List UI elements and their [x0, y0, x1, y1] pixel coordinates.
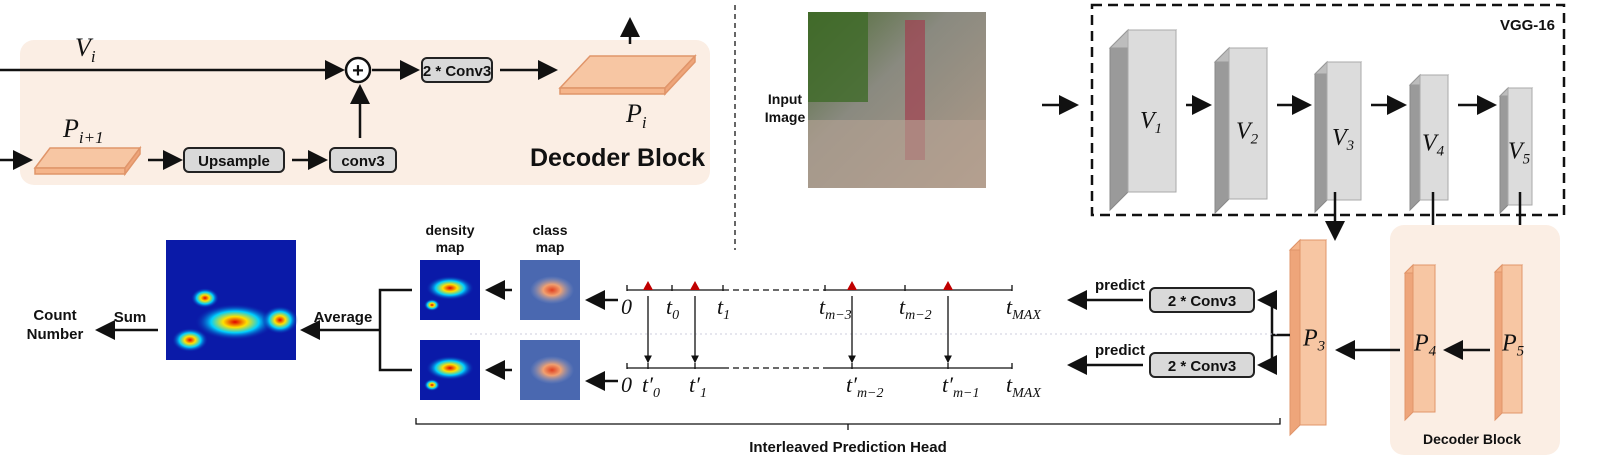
vgg-layer-1: V1 — [1108, 28, 1178, 212]
conv-box-bottom — [1149, 352, 1255, 378]
v-i-label: Vi — [75, 33, 96, 66]
decoder-block-detail: Vi + 2 * Conv3 Pi Pi+1 Upsample conv3 De… — [0, 17, 710, 185]
class-map-top — [520, 260, 580, 320]
upsample-box — [183, 147, 285, 173]
conv3-label: conv3 — [341, 153, 384, 170]
vgg-layer-4: V4 — [1408, 73, 1450, 212]
predict-label-top: predict — [1095, 277, 1145, 294]
vgg-layer-label: V5 — [1508, 139, 1531, 168]
tick-label: t′1 — [689, 372, 707, 401]
vgg-layer-label: V1 — [1140, 108, 1162, 137]
tick-label: 0 — [621, 372, 632, 397]
add-symbol: + — [352, 60, 364, 82]
feature-slab-p-i — [558, 54, 697, 96]
bin-marker — [943, 281, 953, 290]
density-map-label: density — [425, 222, 474, 238]
feature-label: P4 — [1413, 331, 1437, 360]
vgg-layer-label: V4 — [1422, 131, 1445, 160]
backbone: Input Image VGG-16 V1 V2 V3 V4 V5 — [765, 3, 1566, 217]
input-label: Input — [768, 91, 803, 107]
tick-label: t1 — [717, 294, 730, 323]
tick-label: tm−2 — [899, 294, 932, 323]
conv-box-top-label: 2 * Conv3 — [1168, 293, 1236, 310]
feature-label: P5 — [1501, 331, 1525, 360]
input-image — [808, 12, 986, 188]
vgg-layer-label: V3 — [1332, 125, 1354, 154]
conv-box-top — [1149, 287, 1255, 313]
conv-box — [421, 57, 493, 83]
decoder-feature-p5: P5 — [1493, 263, 1525, 422]
decoder-title: Decoder Block — [1423, 431, 1521, 447]
p-i1-label: Pi+1 — [62, 114, 104, 147]
vgg-layer-2: V2 — [1213, 46, 1269, 215]
class-map-label-2: map — [536, 239, 565, 255]
density-map-bottom — [420, 340, 480, 400]
output-density-map — [166, 240, 298, 360]
count-number-label: Count — [33, 307, 76, 324]
vgg-layer-3: V3 — [1313, 60, 1363, 214]
vgg-layer-label: V2 — [1236, 119, 1259, 148]
head-caption: Interleaved Prediction Head — [749, 439, 947, 456]
feature-slab-p-i1 — [33, 145, 142, 177]
head-brace — [415, 418, 1281, 430]
count-number-label-2: Number — [27, 326, 84, 343]
tick-label: t′m−1 — [942, 372, 980, 401]
decoder: P3 P4 P5 Decoder Block 2 * Conv3 2 * Conv3… — [1067, 192, 1560, 455]
density-map-label-2: map — [436, 239, 465, 255]
input-label-2: Image — [765, 109, 806, 125]
tick-label: 0 — [621, 294, 632, 319]
upsample-label: Upsample — [198, 153, 270, 170]
p-i-label: Pi — [625, 99, 647, 132]
conv-box-bottom-label: 2 * Conv3 — [1168, 358, 1236, 375]
average-label: Average — [314, 309, 373, 326]
decoder-detail-title: Decoder Block — [530, 144, 705, 172]
bin-marker — [643, 281, 653, 290]
tick-label: tMAX — [1006, 372, 1041, 401]
sum-label: Sum — [114, 309, 147, 326]
feature-label: P3 — [1302, 326, 1325, 355]
tick-label: tm−3 — [819, 294, 852, 323]
class-map-label: class — [532, 222, 567, 238]
bin-marker — [847, 281, 857, 290]
decoder-feature-p3: P3 — [1288, 238, 1328, 437]
decoder-feature-p4: P4 — [1403, 263, 1437, 422]
class-map-bottom — [520, 340, 580, 400]
add-icon — [344, 56, 372, 84]
bin-marker — [690, 281, 700, 290]
tick-label: t′0 — [642, 372, 660, 401]
tick-label: t0 — [666, 294, 679, 323]
predict-label-bottom: predict — [1095, 342, 1145, 359]
density-map-top — [420, 260, 480, 320]
conv-box-label: 2 * Conv3 — [423, 63, 491, 80]
vgg-box — [1090, 3, 1566, 217]
tick-label: tMAX — [1006, 294, 1041, 323]
prediction-head: 0 t0 t1 tm−3 tm−2 tMAX 0 t′0 t′1 t′m−2 t′m−1 tMAX c… — [27, 222, 1281, 456]
vgg-title: VGG-16 — [1500, 17, 1555, 34]
vgg-layer-5: V5 — [1498, 86, 1534, 215]
tick-label: t′m−2 — [846, 372, 884, 401]
timeline-top: 0 t0 t1 tm−3 tm−2 tMAX — [621, 285, 1041, 323]
timeline-bottom: 0 t′0 t′1 t′m−2 t′m−1 tMAX — [621, 363, 1041, 401]
conv3-box — [329, 147, 397, 173]
